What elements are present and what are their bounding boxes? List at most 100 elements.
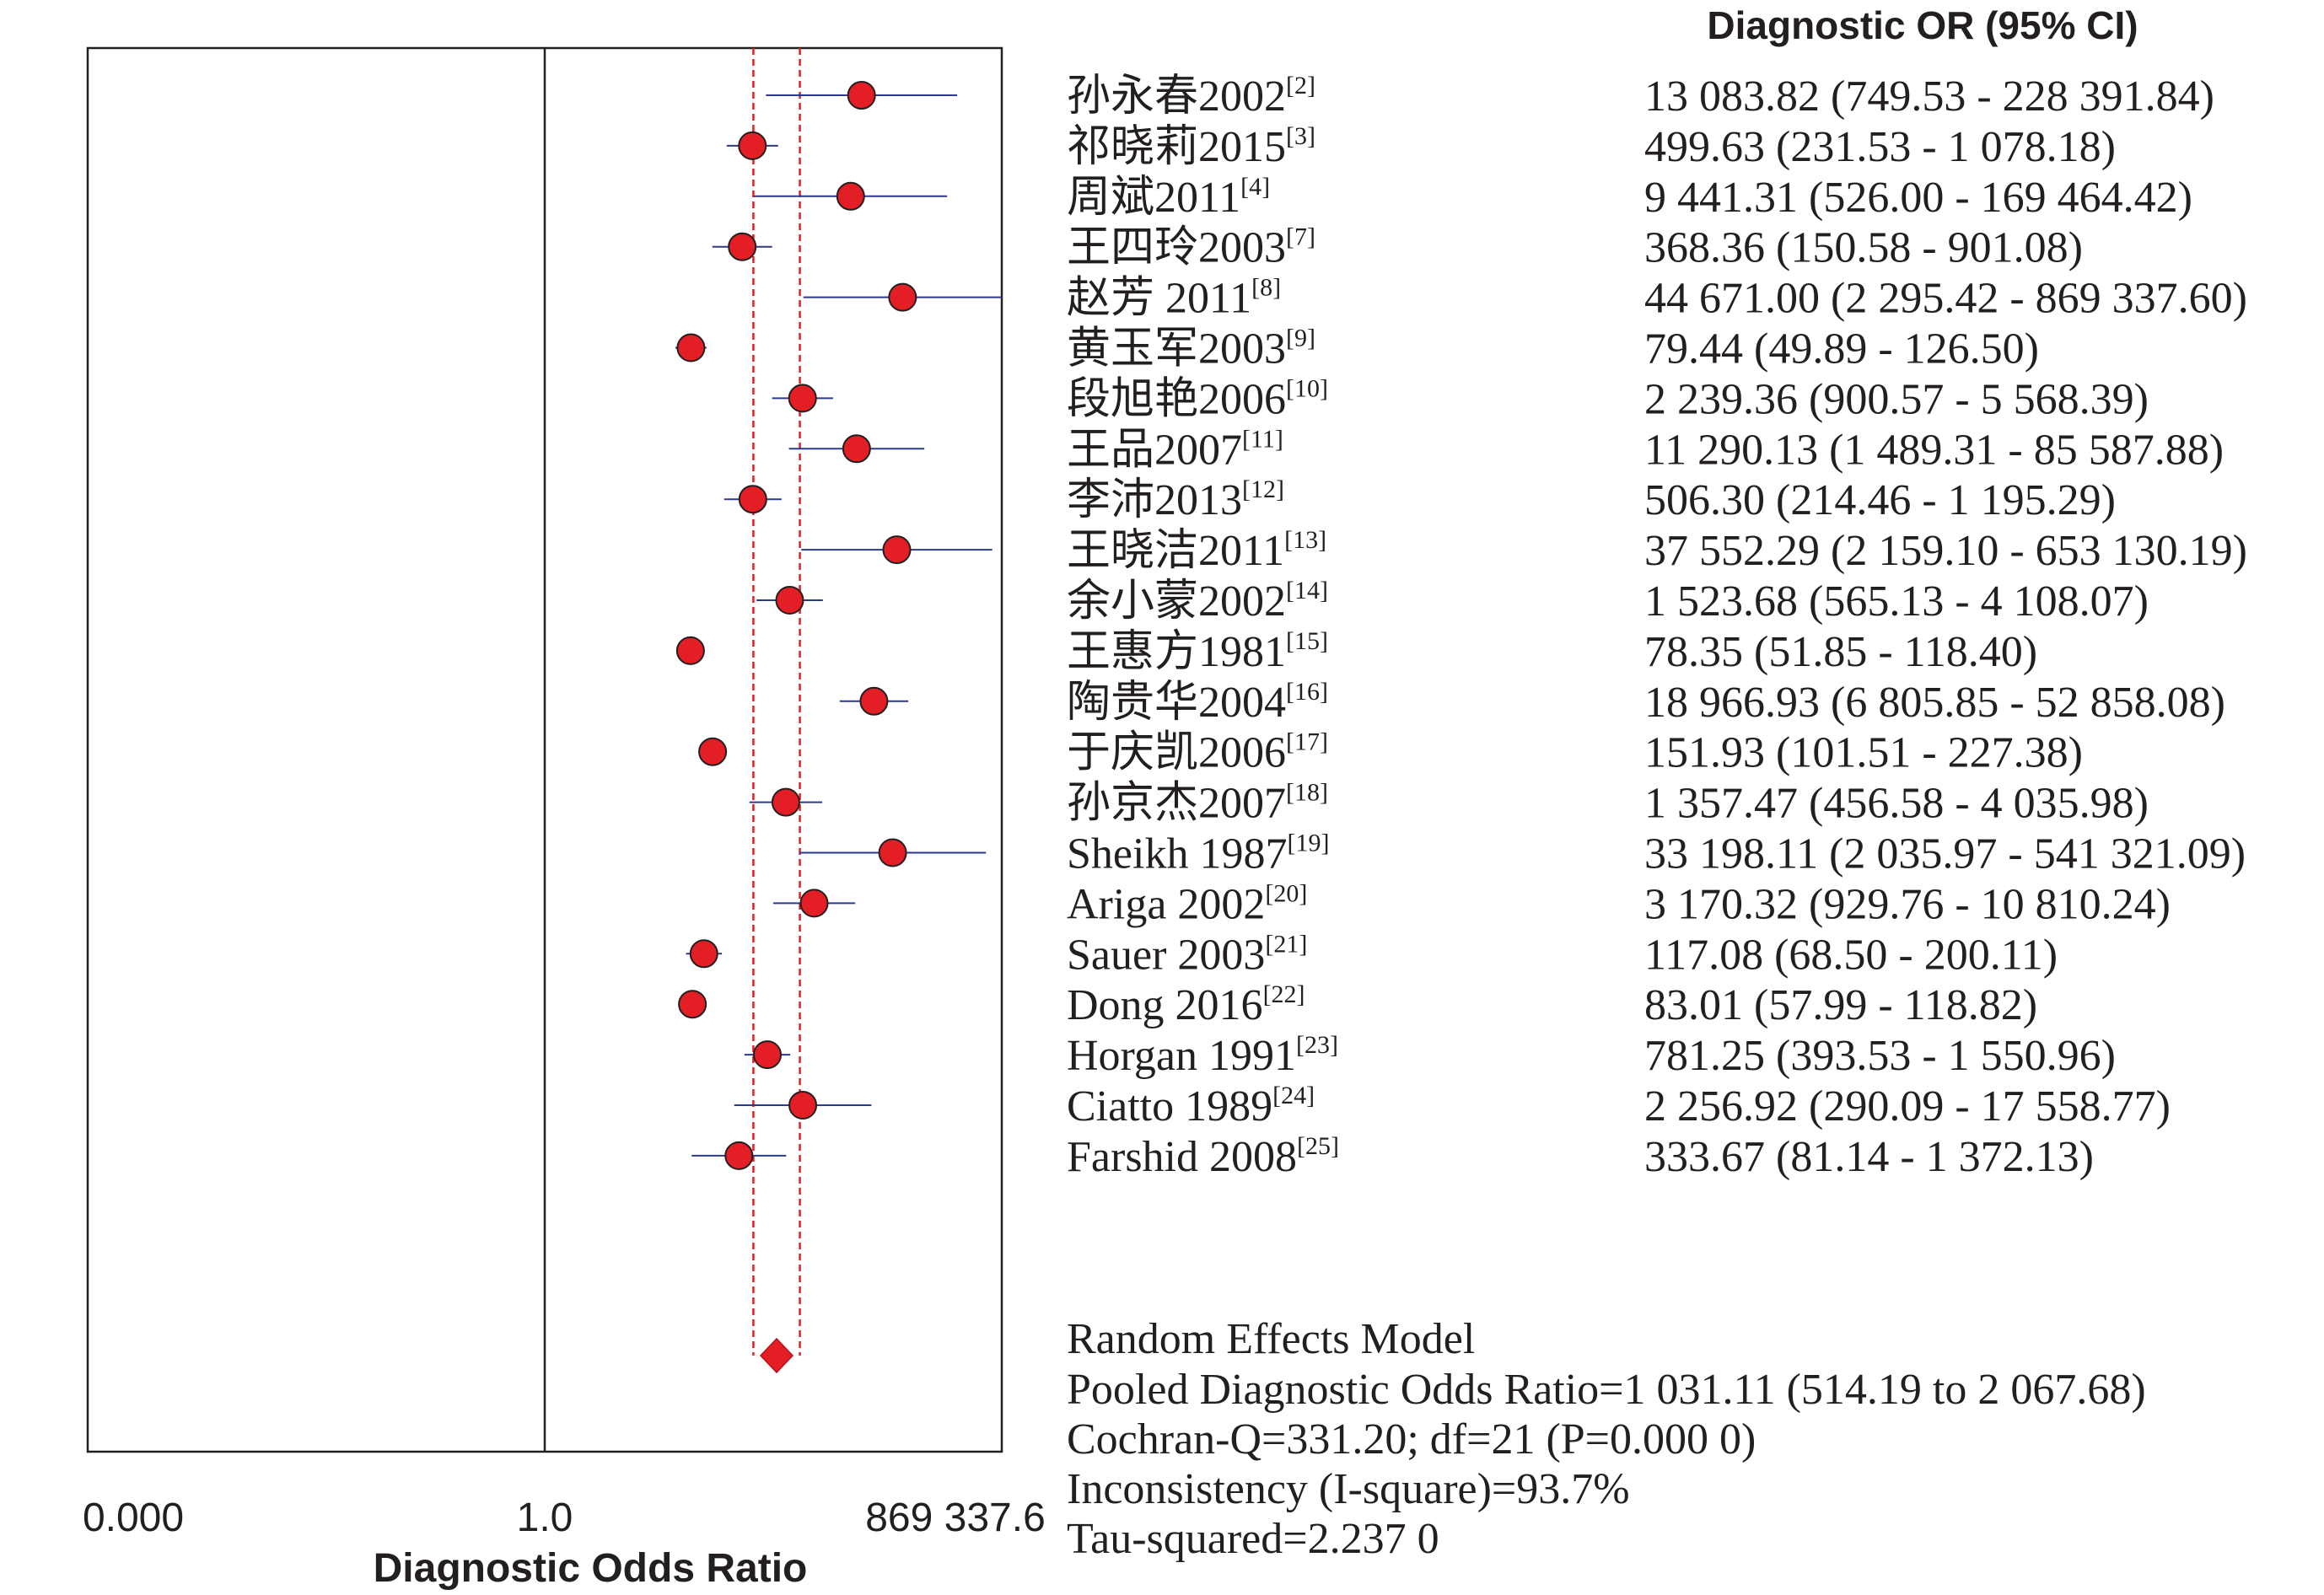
study-ref-superscript: [9] — [1286, 325, 1315, 352]
study-ref-superscript: [14] — [1286, 577, 1328, 604]
study-label: 祁晓莉2015[3] — [1067, 122, 1315, 171]
study-label: 李沛2013[12] — [1067, 475, 1284, 524]
study-point — [878, 838, 907, 867]
study-point — [738, 131, 767, 160]
study-ref-superscript: [10] — [1286, 374, 1328, 402]
x-tick-label-max: 869 337.6 — [865, 1496, 1046, 1540]
x-tick-label-min: 0.000 — [83, 1496, 184, 1540]
study-point — [888, 282, 917, 312]
study-ref-superscript: [8] — [1251, 274, 1281, 302]
study-ref-superscript: [12] — [1242, 475, 1284, 503]
study-ref-superscript: [24] — [1272, 1082, 1315, 1109]
pooled-estimate — [759, 1337, 794, 1374]
summary-statistics: Random Effects Model Pooled Diagnostic O… — [1067, 1315, 2146, 1563]
study-value: 333.67 (81.14 - 1 372.13) — [1644, 1133, 2094, 1181]
study-value: 499.63 (231.53 - 1 078.18) — [1644, 123, 2116, 171]
summary-inconsistency: Inconsistency (I-square)=93.7% — [1067, 1465, 1630, 1513]
study-value: 83.01 (57.99 - 118.82) — [1644, 981, 2037, 1029]
study-label: 王晓洁2011[13] — [1067, 526, 1326, 575]
study-label: Ciatto 1989[24] — [1067, 1082, 1315, 1130]
study-value: 506.30 (214.46 - 1 195.29) — [1644, 476, 2116, 524]
study-value: 13 083.82 (749.53 - 228 391.84) — [1644, 72, 2214, 121]
study-value: 18 966.93 (6 805.85 - 52 858.08) — [1644, 679, 2225, 727]
study-label: 陶贵华2004[16] — [1067, 678, 1328, 727]
study-ref-superscript: [3] — [1286, 122, 1315, 150]
study-ref-superscript: [7] — [1286, 223, 1315, 251]
study-label: 段旭艳2006[10] — [1067, 374, 1328, 423]
study-label: 王四玲2003[7] — [1067, 223, 1315, 272]
summary-tau-squared: Tau-squared=2.237 0 — [1067, 1515, 1439, 1563]
study-point — [675, 636, 705, 665]
study-points — [675, 81, 917, 1170]
study-ref-superscript: [25] — [1297, 1132, 1339, 1160]
study-value: 117.08 (68.50 - 200.11) — [1644, 931, 2058, 979]
study-point — [676, 333, 706, 362]
study-value: 11 290.13 (1 489.31 - 85 587.88) — [1644, 426, 2224, 474]
study-values: 13 083.82 (749.53 - 228 391.84)499.63 (2… — [1644, 72, 2247, 1181]
study-point — [836, 181, 865, 211]
study-point — [847, 81, 876, 110]
study-label: 余小蒙2002[14] — [1067, 577, 1328, 626]
study-ref-superscript: [17] — [1286, 728, 1328, 756]
study-value: 2 239.36 (900.57 - 5 568.39) — [1644, 375, 2149, 423]
study-value: 3 170.32 (929.76 - 10 810.24) — [1644, 880, 2171, 928]
study-ref-superscript: [11] — [1242, 425, 1283, 453]
study-point — [882, 535, 912, 565]
study-label: 黄玉军2003[9] — [1067, 325, 1315, 373]
study-ref-superscript: [19] — [1287, 830, 1329, 857]
study-label: Sheikh 1987[19] — [1067, 830, 1329, 878]
study-value: 1 357.47 (456.58 - 4 035.98) — [1644, 780, 2149, 828]
study-ref-superscript: [21] — [1265, 930, 1307, 958]
study-point — [752, 1040, 782, 1070]
study-label: Ariga 2002[20] — [1067, 879, 1307, 928]
study-ref-superscript: [13] — [1284, 526, 1326, 554]
study-value: 151.93 (101.51 - 227.38) — [1644, 729, 2083, 777]
study-ref-superscript: [18] — [1286, 779, 1328, 807]
study-ref-superscript: [16] — [1286, 678, 1328, 706]
study-ref-superscript: [22] — [1263, 980, 1305, 1008]
study-value: 79.44 (49.89 - 126.50) — [1644, 325, 2039, 373]
study-value: 368.36 (150.58 - 901.08) — [1644, 224, 2083, 272]
study-label: 周斌2011[4] — [1067, 173, 1270, 222]
study-ref-superscript: [20] — [1265, 879, 1307, 907]
study-label: 王惠方1981[15] — [1067, 627, 1328, 676]
study-value: 44 671.00 (2 295.42 - 869 337.60) — [1644, 275, 2247, 323]
study-point — [771, 787, 800, 817]
summary-model: Random Effects Model — [1067, 1315, 1475, 1363]
study-label: 于庆凯2006[17] — [1067, 728, 1328, 777]
study-label: 孙永春2002[2] — [1067, 72, 1315, 121]
study-point — [842, 434, 871, 464]
study-point — [689, 939, 718, 969]
study-value: 781.25 (393.53 - 1 550.96) — [1644, 1032, 2116, 1080]
study-label: 孙京杰2007[18] — [1067, 779, 1328, 828]
study-labels: 孙永春2002[2]祁晓莉2015[3]周斌2011[4]王四玲2003[7]赵… — [1067, 72, 1339, 1181]
x-axis-title: Diagnostic Odds Ratio — [374, 1546, 808, 1591]
study-point — [799, 889, 829, 918]
study-value: 78.35 (51.85 - 118.40) — [1644, 628, 2037, 676]
study-label: 赵芳 2011[8] — [1067, 274, 1281, 323]
study-point — [788, 1091, 818, 1120]
study-label: 王品2007[11] — [1067, 425, 1283, 474]
ci-lines — [675, 94, 1002, 1157]
study-point — [775, 586, 804, 615]
study-point — [698, 737, 728, 766]
study-value: 2 256.92 (290.09 - 17 558.77) — [1644, 1082, 2171, 1130]
study-ref-superscript: [23] — [1296, 1031, 1338, 1059]
study-point — [788, 384, 817, 413]
study-label: Dong 2016[22] — [1067, 980, 1305, 1029]
study-point — [724, 1141, 754, 1170]
x-tick-label-one: 1.0 — [517, 1496, 573, 1540]
study-label: Farshid 2008[25] — [1067, 1132, 1339, 1181]
study-ref-superscript: [15] — [1286, 627, 1328, 655]
study-value: 37 552.29 (2 159.10 - 653 130.19) — [1644, 527, 2247, 575]
study-point — [678, 990, 707, 1019]
study-ref-superscript: [4] — [1240, 173, 1270, 201]
summary-pooled-dor: Pooled Diagnostic Odds Ratio=1 031.11 (5… — [1067, 1366, 2146, 1414]
study-value: 1 523.68 (565.13 - 4 108.07) — [1644, 577, 2149, 626]
summary-cochran-q: Cochran-Q=331.20; df=21 (P=0.000 0) — [1067, 1415, 1756, 1463]
study-ref-superscript: [2] — [1286, 72, 1315, 99]
study-label: Horgan 1991[23] — [1067, 1031, 1338, 1080]
study-point — [859, 686, 889, 716]
study-value: 9 441.31 (526.00 - 169 464.42) — [1644, 174, 2192, 222]
